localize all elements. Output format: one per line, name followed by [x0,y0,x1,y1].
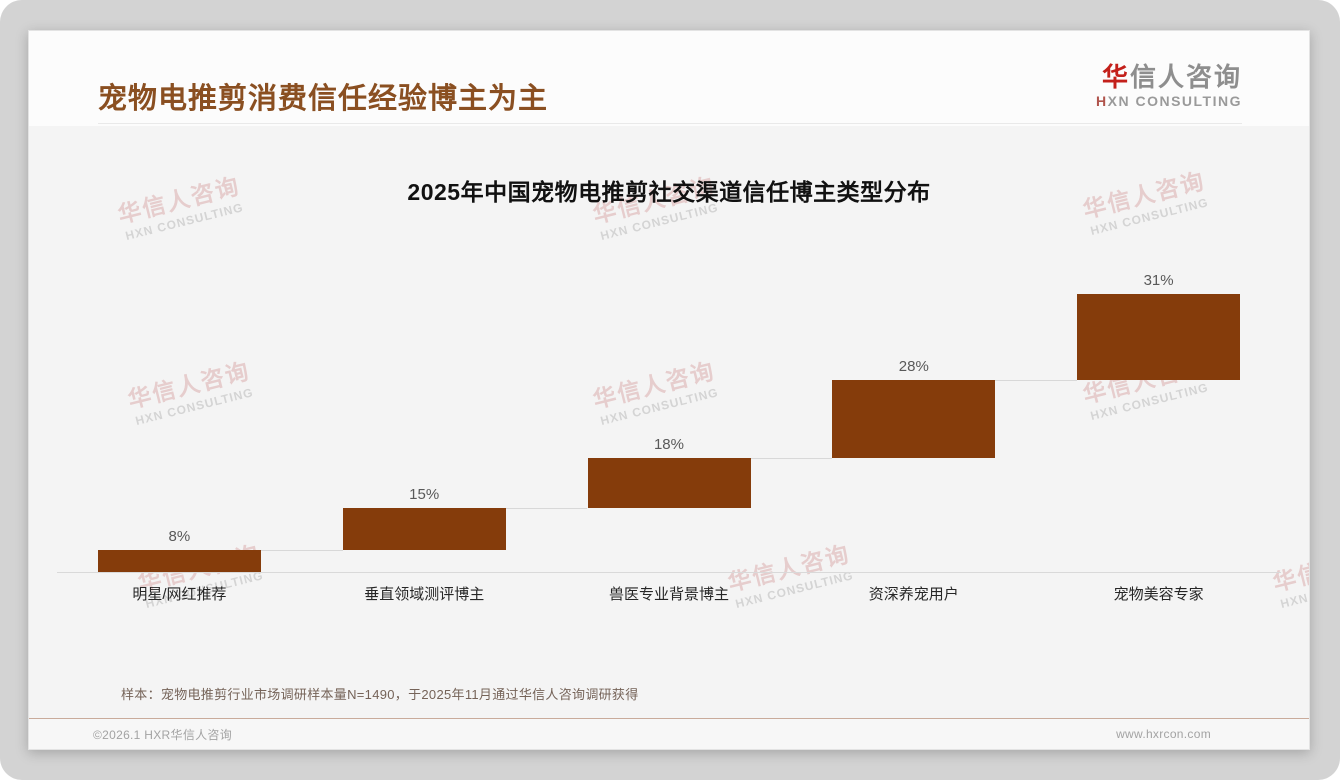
brand-logo-english-rest: XN CONSULTING [1107,92,1242,109]
chart-bar [832,380,996,458]
report-card: 宠物电推剪消费信任经验博主为主 华信人咨询 HXN CONSULTING 华信人… [28,30,1310,750]
brand-logo-chinese: 华信人咨询 [1096,63,1242,92]
chart-bar [1077,294,1241,381]
bar-value-label: 8% [168,527,191,545]
bar-category-label: 兽医专业背景博主 [608,586,729,603]
report-footer: ©2026.1 HXR华信人咨询 www.hxrcon.com [29,718,1309,749]
bar-value-label: 31% [1143,272,1174,289]
bar-category-label: 宠物美容专家 [1113,586,1204,603]
chart-title: 2025年中国宠物电推剪社交渠道信任博主类型分布 [407,179,931,205]
stepped-bar-chart: 8% 明星/网红推荐 15% 垂直领域测评博主 18% 兽医专业背景博主 28% 资深养宠用户… [29,126,1309,719]
website-url: www.hxrcon.com [1116,727,1211,741]
bar-value-label: 18% [653,436,684,454]
chart-bar [587,458,751,509]
step-connector-line [260,549,343,551]
page-title: 宠物电推剪消费信任经验博主为主 [98,83,549,115]
chart-bar [97,549,261,572]
step-connector-line [505,508,588,510]
sample-footnote: 样本：宠物电推剪行业市场调研样本量N=1490，于2025年11月通过华信人咨询… [121,687,639,702]
chart-bar [342,508,506,550]
brand-logo-accent-char: 华 [1101,62,1130,92]
chart-panel: 华信人咨询 HXN CONSULTING 华信人咨询 HXN CONSULTING 华信… [29,126,1309,719]
brand-logo: 华信人咨询 HXN CONSULTING [1096,63,1242,109]
bar-value-label: 28% [898,358,929,376]
step-connector-line [750,458,833,460]
brand-logo-english-first: H [1096,92,1108,109]
bar-category-label: 资深养宠用户 [868,586,959,603]
copyright-text: ©2026.1 HXR华信人咨询 [93,727,233,742]
brand-logo-english: HXN CONSULTING [1096,92,1242,109]
header-divider [98,123,1242,124]
bar-category-label: 垂直领域测评博主 [364,586,485,603]
bar-category-label: 明星/网红推荐 [132,586,227,603]
x-axis-line [57,572,1281,573]
step-connector-line [995,380,1078,382]
brand-logo-chinese-rest: 信人咨询 [1129,62,1242,92]
bar-value-label: 15% [409,486,440,504]
